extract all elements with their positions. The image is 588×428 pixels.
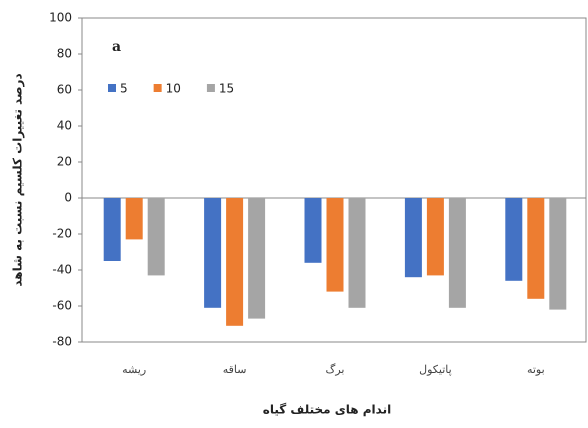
- bar: [426, 198, 444, 276]
- bar: [204, 198, 222, 308]
- bar: [147, 198, 165, 276]
- bar: [103, 198, 121, 261]
- y-tick-label: 80: [57, 47, 72, 61]
- y-tick-label: 0: [64, 191, 72, 205]
- legend-label: 10: [166, 82, 181, 96]
- bar: [125, 198, 143, 240]
- legend-label: 5: [120, 82, 128, 96]
- legend-label: 15: [219, 82, 234, 96]
- y-tick-label: -20: [52, 227, 72, 241]
- plot-frame: [81, 17, 587, 343]
- y-tick-label: 40: [57, 119, 72, 133]
- bar: [226, 198, 244, 326]
- bar: [248, 198, 266, 319]
- bar: [304, 198, 322, 263]
- legend-swatch: [108, 84, 116, 92]
- legend-swatch: [153, 84, 162, 92]
- bar: [505, 198, 523, 281]
- bar: [348, 198, 366, 308]
- y-tick-label: -40: [52, 263, 72, 277]
- bar: [527, 198, 545, 299]
- bar: [326, 198, 344, 292]
- y-tick-label: 20: [57, 155, 72, 169]
- y-axis-title: درصد تغییرات کلسیم نسبت به شاهد: [11, 73, 25, 286]
- legend-swatch: [206, 84, 215, 92]
- panel-label: a: [112, 39, 121, 55]
- y-tick-label: -80: [52, 335, 72, 349]
- x-tick-label: برگ: [326, 363, 345, 376]
- y-tick-label: -60: [52, 299, 72, 313]
- y-tick-label: 100: [49, 11, 72, 25]
- x-axis-title: اندام های مختلف گیاه: [263, 403, 391, 418]
- bar: [448, 198, 466, 308]
- x-tick-label: ساقه: [223, 363, 247, 376]
- x-tick-label: پاتیکول: [419, 363, 452, 376]
- bar: [549, 198, 567, 310]
- y-tick-label: 60: [57, 83, 72, 97]
- x-tick-label: ریشه: [122, 363, 146, 376]
- bar: [404, 198, 422, 278]
- x-tick-label: بوته: [527, 363, 545, 376]
